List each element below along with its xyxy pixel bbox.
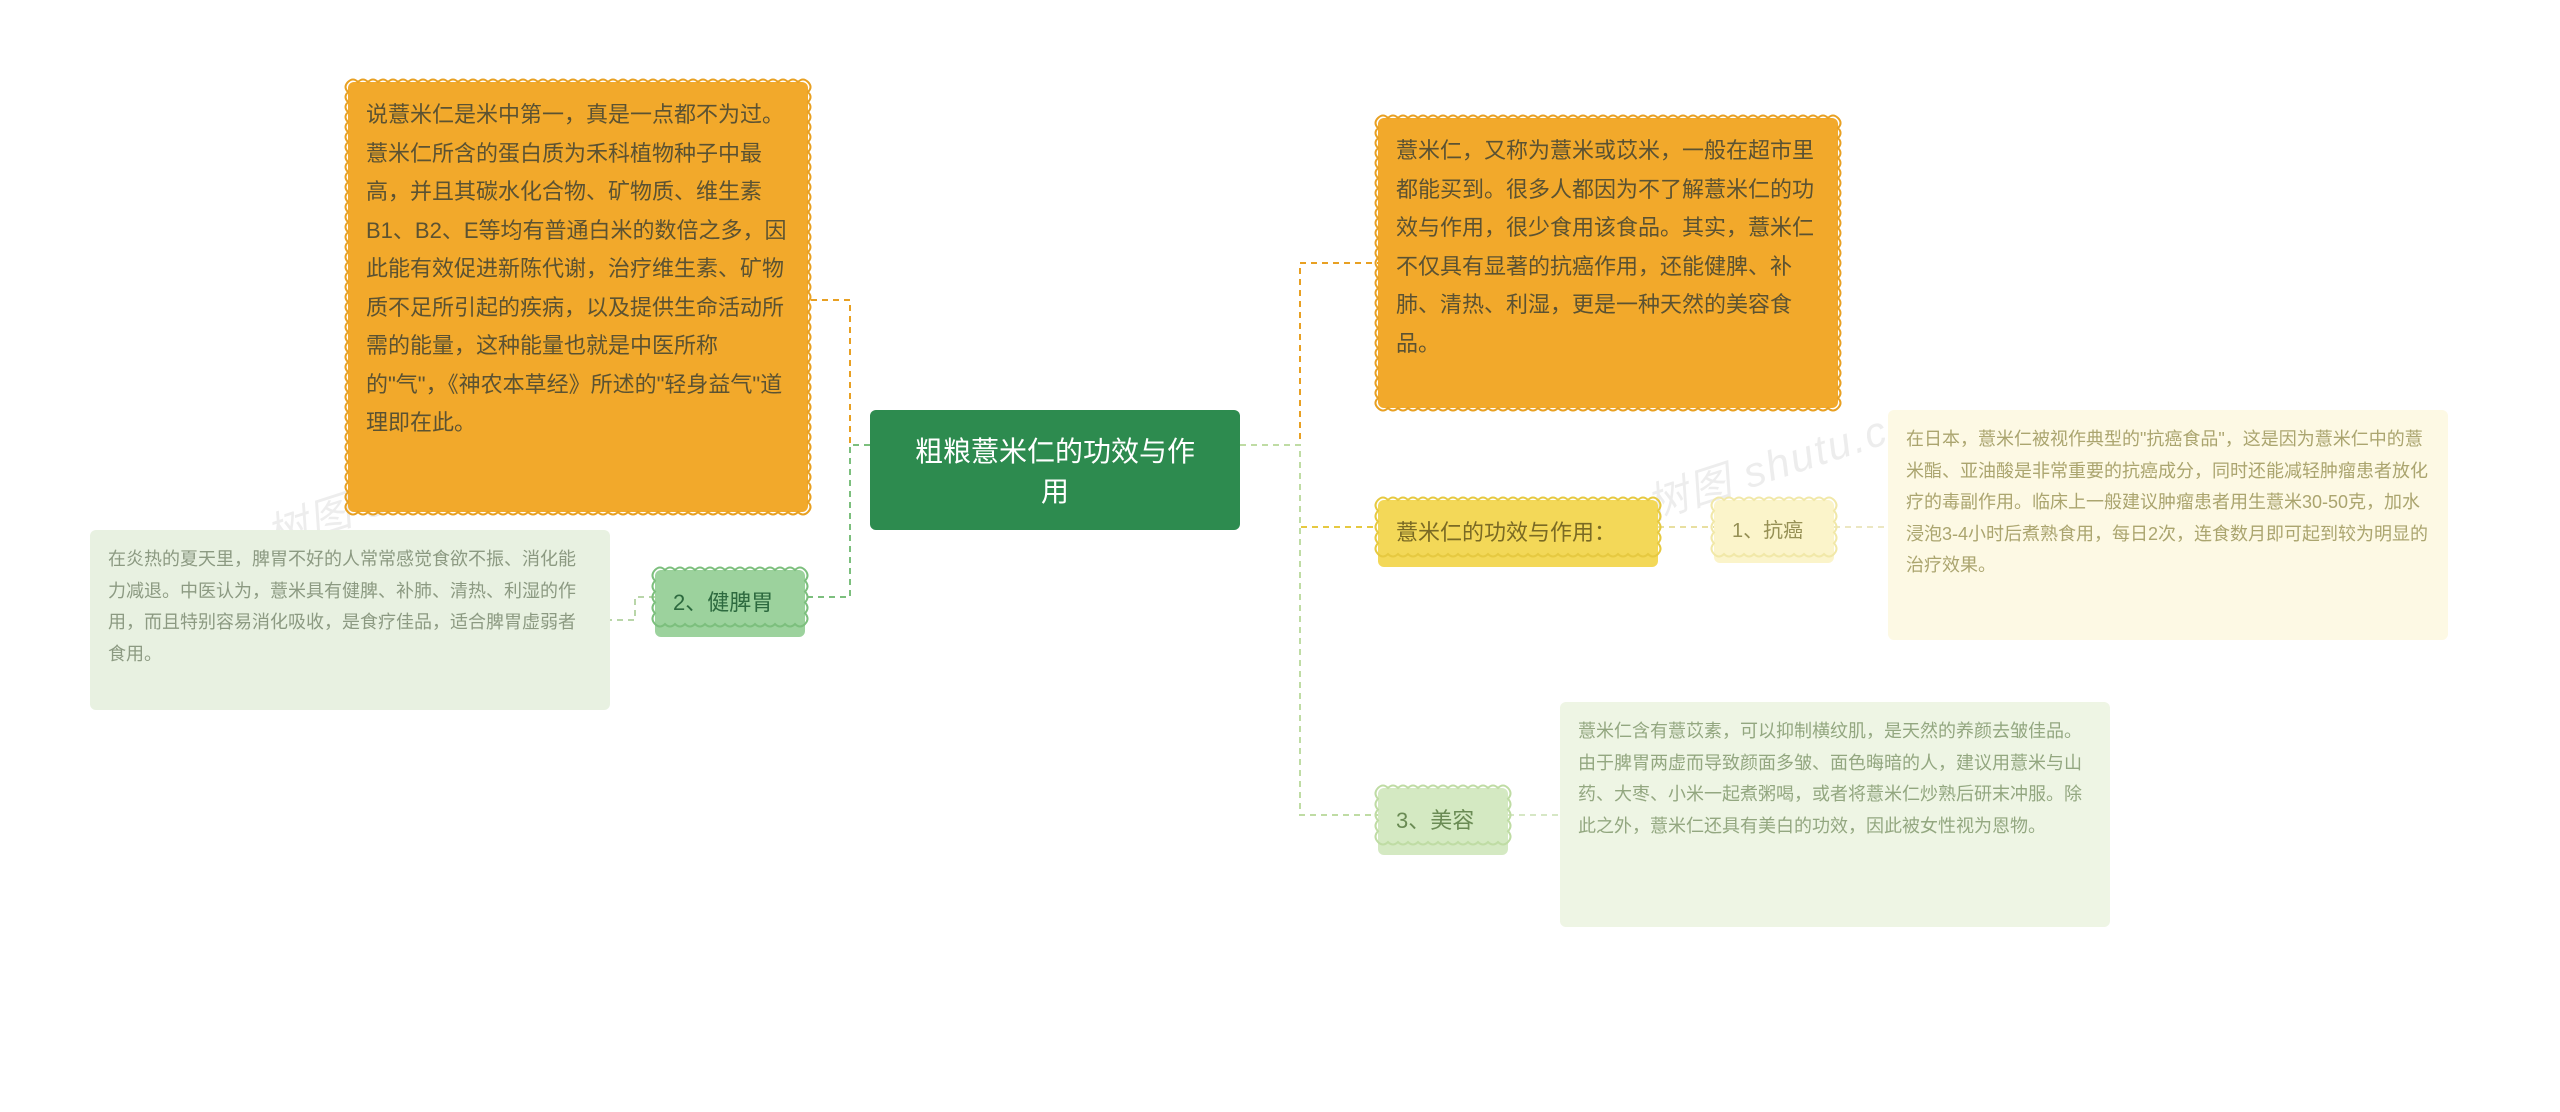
node-anticancer_label: 1、抗癌 [1714, 500, 1834, 563]
connector-3 [1240, 263, 1378, 445]
connector-7 [1240, 445, 1378, 815]
node-effects_label-text: 薏米仁的功效与作用： [1396, 520, 1616, 545]
node-effects_label: 薏米仁的功效与作用： [1378, 500, 1658, 567]
connector-1 [805, 445, 870, 597]
node-anticancer_label-text: 1、抗癌 [1732, 520, 1803, 542]
node-beauty_label: 3、美容 [1378, 788, 1508, 855]
node-beauty_detail-text: 薏米仁含有薏苡素，可以抑制横纹肌，是天然的养颜去皱佳品。由于脾胃两虚而导致颜面多… [1578, 721, 2082, 836]
connector-0 [808, 300, 870, 445]
central-topic-text: 粗粮薏米仁的功效与作用 [915, 436, 1195, 507]
connector-2 [610, 597, 655, 620]
node-beauty_detail: 薏米仁含有薏苡素，可以抑制横纹肌，是天然的养颜去皱佳品。由于脾胃两虚而导致颜面多… [1560, 702, 2110, 927]
node-anticancer_detail-text: 在日本，薏米仁被视作典型的"抗癌食品"，这是因为薏米仁中的薏米酯、亚油酸是非常重… [1906, 429, 2428, 575]
node-left_orange-text: 说薏米仁是米中第一，真是一点都不为过。薏米仁所含的蛋白质为禾科植物种子中最高，并… [366, 102, 787, 435]
node-spleen_detail-text: 在炎热的夏天里，脾胃不好的人常常感觉食欲不振、消化能力减退。中医认为，薏米具有健… [108, 549, 576, 664]
node-spleen_label-text: 2、健脾胃 [673, 590, 773, 615]
node-right_orange: 薏米仁，又称为薏米或苡米，一般在超市里都能买到。很多人都因为不了解薏米仁的功效与… [1378, 118, 1838, 408]
node-spleen_label: 2、健脾胃 [655, 570, 805, 637]
node-anticancer_detail: 在日本，薏米仁被视作典型的"抗癌食品"，这是因为薏米仁中的薏米酯、亚油酸是非常重… [1888, 410, 2448, 640]
connector-4 [1240, 445, 1378, 527]
central-topic: 粗粮薏米仁的功效与作用 [870, 410, 1240, 530]
node-spleen_detail: 在炎热的夏天里，脾胃不好的人常常感觉食欲不振、消化能力减退。中医认为，薏米具有健… [90, 530, 610, 710]
node-left_orange: 说薏米仁是米中第一，真是一点都不为过。薏米仁所含的蛋白质为禾科植物种子中最高，并… [348, 82, 808, 512]
node-right_orange-text: 薏米仁，又称为薏米或苡米，一般在超市里都能买到。很多人都因为不了解薏米仁的功效与… [1396, 138, 1814, 356]
node-beauty_label-text: 3、美容 [1396, 808, 1474, 833]
